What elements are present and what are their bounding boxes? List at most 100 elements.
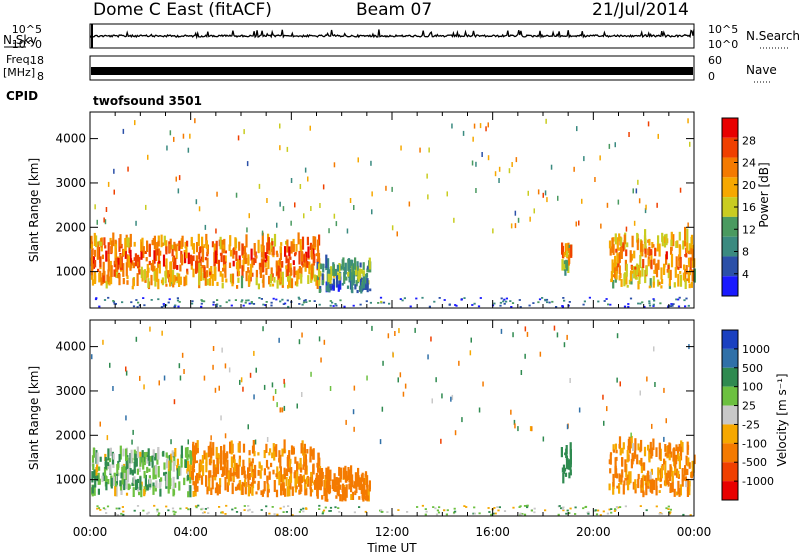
echo-cell <box>167 509 170 512</box>
echo-cell <box>651 423 653 429</box>
echo-cell <box>195 199 198 205</box>
echo-cell <box>341 282 344 286</box>
echo-cell <box>615 248 618 253</box>
echo-cell <box>283 378 285 384</box>
colorbar-segment <box>722 137 738 158</box>
echo-cell <box>241 265 244 278</box>
echo-cell <box>647 481 650 487</box>
echo-cell <box>221 466 225 477</box>
echo-cell <box>95 235 98 248</box>
echo-cell <box>597 509 600 512</box>
echo-cell <box>125 492 129 496</box>
echo-cell <box>448 304 451 306</box>
echo-cell <box>505 297 508 300</box>
echo-cell <box>275 250 278 255</box>
echo-cell <box>318 303 321 306</box>
echo-cell <box>605 298 608 300</box>
echo-cell <box>478 512 481 515</box>
echo-cell <box>300 251 303 262</box>
echo-cell <box>288 246 291 257</box>
echo-cell <box>168 460 171 472</box>
echo-cell <box>250 263 253 277</box>
echo-cell <box>255 491 258 495</box>
echo-cell <box>563 264 566 270</box>
echo-cell <box>637 302 640 305</box>
echo-cell <box>623 305 627 308</box>
echo-cell <box>191 302 194 305</box>
echo-cell <box>250 302 253 305</box>
echo-cell <box>665 418 667 424</box>
echo-cell <box>247 424 249 430</box>
echo-cell <box>319 263 322 270</box>
echo-cell <box>358 506 361 508</box>
echo-cell <box>306 475 309 479</box>
echo-cell <box>148 260 151 266</box>
echo-cell <box>568 472 571 479</box>
echo-cell <box>170 439 172 445</box>
echo-cell <box>93 232 96 246</box>
echo-cell <box>473 123 476 129</box>
echo-cell <box>260 258 263 272</box>
echo-cell <box>271 382 274 388</box>
echo-cell <box>652 281 655 288</box>
echo-cell <box>371 325 373 331</box>
echo-cell <box>242 443 246 453</box>
echo-cell <box>318 280 321 286</box>
echo-cell <box>140 481 143 487</box>
nsky-trace <box>89 24 695 48</box>
echo-cell <box>322 184 325 190</box>
echo-cell <box>325 285 328 292</box>
echo-cell <box>319 481 322 489</box>
echo-cell <box>477 305 481 308</box>
echo-cell <box>283 449 287 453</box>
echo-cell <box>611 259 614 273</box>
echo-cell <box>606 202 609 208</box>
echo-cell <box>565 445 568 455</box>
echo-cell <box>366 475 369 488</box>
echo-cell <box>353 511 356 514</box>
echo-cell <box>206 490 209 495</box>
echo-cell <box>664 444 667 452</box>
echo-cell <box>633 220 636 226</box>
echo-cell <box>545 118 547 124</box>
echo-cell <box>188 508 191 511</box>
echo-cell <box>329 304 332 307</box>
echo-cell <box>338 280 341 288</box>
echo-cell <box>251 485 254 496</box>
echo-cell <box>584 506 587 508</box>
echo-cell <box>634 438 637 451</box>
echo-cell <box>226 482 229 492</box>
echo-cell <box>620 278 623 287</box>
echo-cell <box>203 244 206 248</box>
echo-cell <box>231 482 234 495</box>
echo-cell <box>159 488 162 497</box>
echo-cell <box>96 219 98 225</box>
echo-cell <box>675 444 678 452</box>
echo-cell <box>253 450 256 457</box>
echo-cell <box>629 297 633 300</box>
echo-cell <box>574 506 577 509</box>
echo-cell <box>161 330 163 336</box>
echo-cell <box>93 271 97 284</box>
echo-cell <box>172 476 175 489</box>
echo-cell <box>658 490 661 493</box>
echo-cell <box>283 405 286 411</box>
echo-cell <box>687 457 690 467</box>
echo-cell <box>366 268 369 273</box>
echo-cell <box>690 244 693 249</box>
echo-cell <box>677 266 680 270</box>
echo-cell <box>300 467 303 473</box>
echo-cell <box>112 453 115 460</box>
echo-cell <box>661 279 664 284</box>
echo-cell <box>117 472 120 476</box>
echo-cell <box>248 213 250 219</box>
echo-cell <box>194 475 198 487</box>
echo-cell <box>616 473 619 479</box>
echo-cell <box>631 265 634 271</box>
echo-cell <box>180 459 183 468</box>
echo-cell <box>649 278 652 288</box>
echo-cell <box>144 250 147 254</box>
echo-cell <box>121 472 124 485</box>
